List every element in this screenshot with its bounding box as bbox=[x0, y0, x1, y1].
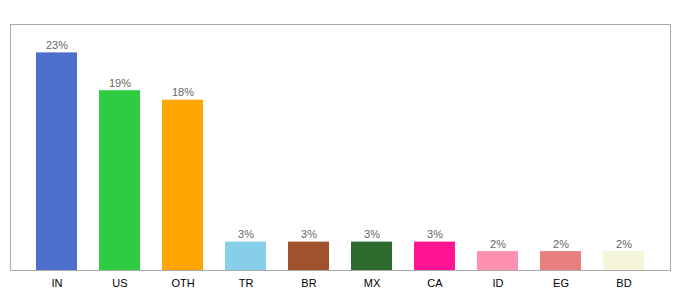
svg-text:3%: 3% bbox=[301, 228, 317, 240]
svg-text:2%: 2% bbox=[616, 238, 632, 250]
svg-text:23%: 23% bbox=[46, 39, 68, 51]
svg-text:19%: 19% bbox=[109, 77, 131, 89]
svg-text:IN: IN bbox=[52, 277, 63, 289]
svg-text:OTH: OTH bbox=[171, 277, 194, 289]
svg-text:3%: 3% bbox=[427, 228, 443, 240]
svg-text:US: US bbox=[112, 277, 127, 289]
svg-text:BD: BD bbox=[616, 277, 631, 289]
svg-text:18%: 18% bbox=[172, 86, 194, 98]
svg-text:2%: 2% bbox=[553, 238, 569, 250]
svg-text:CA: CA bbox=[427, 277, 443, 289]
svg-text:2%: 2% bbox=[490, 238, 506, 250]
svg-text:3%: 3% bbox=[364, 228, 380, 240]
svg-text:3%: 3% bbox=[238, 228, 254, 240]
svg-text:TR: TR bbox=[239, 277, 254, 289]
svg-text:MX: MX bbox=[364, 277, 381, 289]
svg-text:ID: ID bbox=[493, 277, 504, 289]
svg-text:EG: EG bbox=[553, 277, 569, 289]
svg-text:BR: BR bbox=[301, 277, 316, 289]
